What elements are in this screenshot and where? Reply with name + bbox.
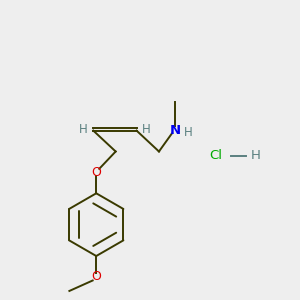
Text: H: H bbox=[184, 126, 192, 139]
Text: N: N bbox=[170, 124, 181, 137]
Text: Cl: Cl bbox=[209, 149, 222, 163]
Text: O: O bbox=[91, 270, 101, 284]
Text: H: H bbox=[79, 123, 88, 136]
Text: O: O bbox=[91, 166, 101, 179]
Text: H: H bbox=[251, 149, 261, 163]
Text: H: H bbox=[142, 123, 151, 136]
